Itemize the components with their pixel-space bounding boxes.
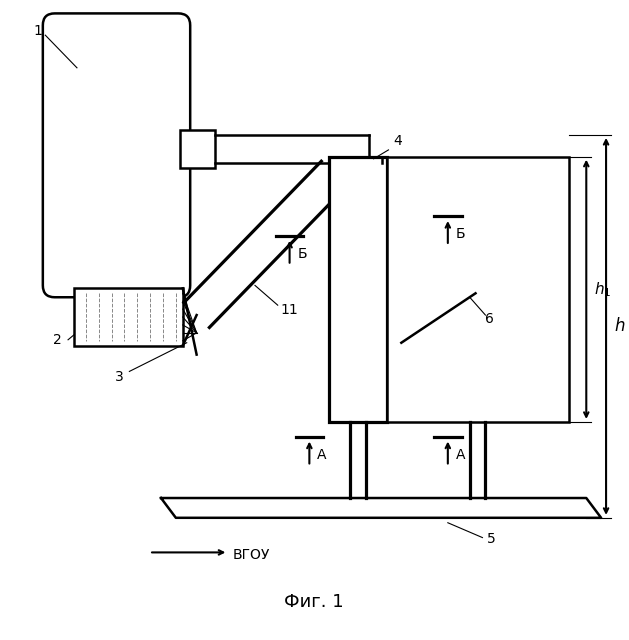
Text: 5: 5: [487, 532, 496, 545]
Text: $h$: $h$: [614, 317, 625, 335]
Text: Б: Б: [298, 247, 307, 260]
Bar: [329, 157, 386, 422]
FancyBboxPatch shape: [43, 13, 190, 297]
Text: А: А: [456, 447, 465, 461]
Text: 6: 6: [486, 312, 494, 326]
Text: 3: 3: [115, 371, 124, 385]
Bar: [74, 289, 183, 346]
Text: 2: 2: [53, 333, 62, 347]
Text: Б: Б: [456, 227, 465, 241]
Text: 1: 1: [33, 24, 42, 38]
Text: Фиг. 1: Фиг. 1: [284, 593, 343, 611]
Text: А: А: [317, 447, 327, 461]
Text: 11: 11: [281, 303, 299, 317]
Text: $h_1$: $h_1$: [594, 280, 611, 299]
Text: 4: 4: [393, 134, 402, 148]
Bar: [386, 157, 569, 422]
Text: ВГОУ: ВГОУ: [232, 548, 270, 563]
Polygon shape: [161, 498, 601, 518]
Bar: [181, 130, 215, 168]
